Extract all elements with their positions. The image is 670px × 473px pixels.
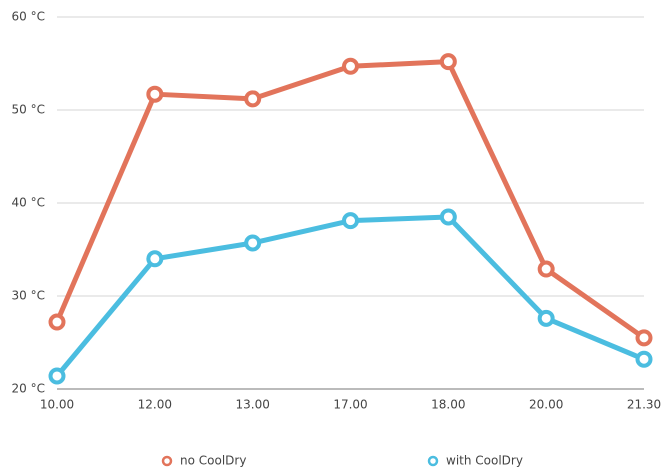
legend-marker (427, 455, 439, 467)
x-tick-label: 17.00 (333, 398, 367, 412)
x-tick-label: 21.30 (627, 398, 661, 412)
x-tick-label: 12.00 (138, 398, 172, 412)
y-tick-label: 20 °C (12, 382, 45, 396)
data-point (635, 329, 653, 347)
data-point (48, 367, 66, 385)
data-point (537, 309, 555, 327)
x-tick-label: 20.00 (529, 398, 563, 412)
data-point (342, 57, 359, 75)
data-point (146, 250, 164, 268)
y-tick-label: 40 °C (12, 196, 45, 210)
data-point (439, 208, 457, 226)
data-point (342, 212, 359, 230)
data-point (146, 85, 164, 103)
data-point (244, 90, 262, 108)
y-tick-label: 60 °C (12, 10, 45, 24)
x-tick-label: 13.00 (235, 398, 269, 412)
x-tick-label: 10.00 (40, 398, 74, 412)
data-point (439, 53, 457, 71)
data-point (244, 234, 262, 252)
data-point (537, 260, 555, 278)
legend-label: no CoolDry (180, 454, 246, 468)
legend-label: with CoolDry (446, 454, 523, 468)
y-tick-label: 30 °C (12, 289, 45, 303)
legend-marker (161, 455, 173, 467)
data-point (48, 313, 66, 331)
y-tick-label: 50 °C (12, 103, 45, 117)
data-point (635, 350, 653, 368)
x-tick-label: 18.00 (431, 398, 465, 412)
